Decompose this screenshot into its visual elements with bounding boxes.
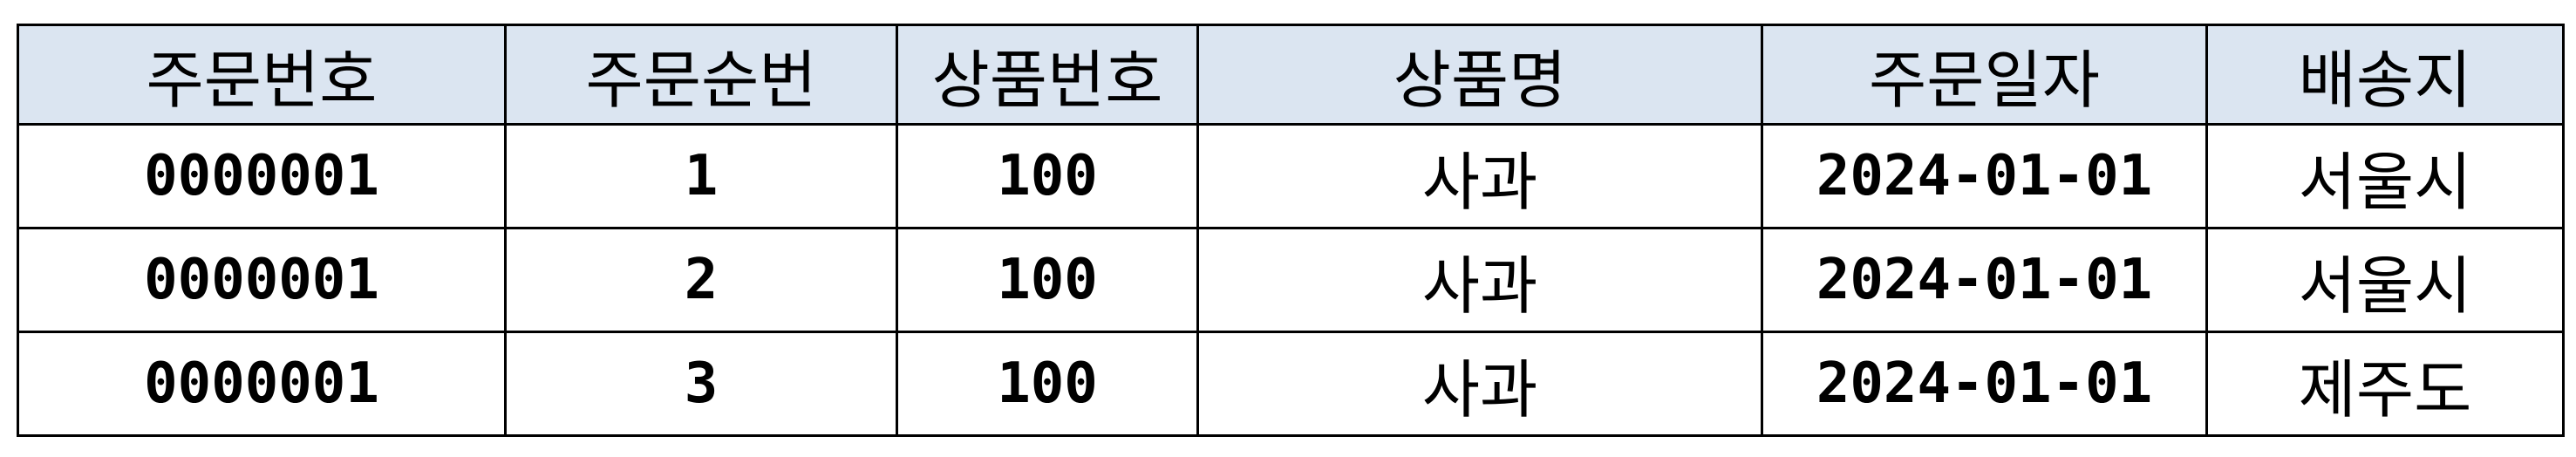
cell-order-date: 2024-01-01 (1761, 227, 2208, 333)
cell-product-name: 사과 (1196, 331, 1763, 437)
table-header-row: 주문번호 주문순번 상품번호 상품명 주문일자 배송지 (17, 24, 2565, 126)
cell-order-date: 2024-01-01 (1761, 331, 2208, 437)
cell-order-seq: 1 (504, 123, 898, 229)
header-order-date: 주문일자 (1761, 24, 2208, 126)
cell-product-number: 100 (896, 123, 1199, 229)
cell-shipping-address: 서울시 (2205, 227, 2565, 333)
header-product-number: 상품번호 (896, 24, 1199, 126)
table-row: 0000001 3 100 사과 2024-01-01 제주도 (17, 331, 2565, 437)
header-shipping-address: 배송지 (2205, 24, 2565, 126)
cell-order-number: 0000001 (17, 331, 507, 437)
cell-shipping-address: 서울시 (2205, 123, 2565, 229)
cell-order-seq: 2 (504, 227, 898, 333)
header-order-number: 주문번호 (17, 24, 507, 126)
cell-order-seq: 3 (504, 331, 898, 437)
cell-product-number: 100 (896, 227, 1199, 333)
cell-shipping-address: 제주도 (2205, 331, 2565, 437)
header-product-name: 상품명 (1196, 24, 1763, 126)
cell-order-number: 0000001 (17, 123, 507, 229)
table-row: 0000001 2 100 사과 2024-01-01 서울시 (17, 227, 2565, 333)
table-row: 0000001 1 100 사과 2024-01-01 서울시 (17, 123, 2565, 229)
cell-order-number: 0000001 (17, 227, 507, 333)
cell-product-number: 100 (896, 331, 1199, 437)
orders-table: 주문번호 주문순번 상품번호 상품명 주문일자 배송지 0000001 1 10… (17, 24, 2565, 437)
header-order-seq: 주문순번 (504, 24, 898, 126)
cell-product-name: 사과 (1196, 227, 1763, 333)
cell-order-date: 2024-01-01 (1761, 123, 2208, 229)
orders-table-container: 주문번호 주문순번 상품번호 상품명 주문일자 배송지 0000001 1 10… (17, 24, 2565, 437)
cell-product-name: 사과 (1196, 123, 1763, 229)
